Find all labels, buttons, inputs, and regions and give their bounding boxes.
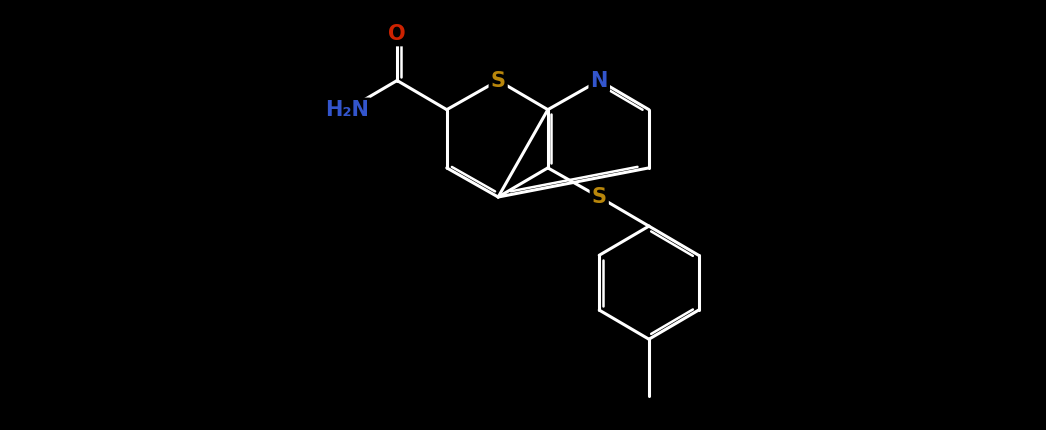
Text: N: N bbox=[591, 71, 608, 91]
Text: S: S bbox=[592, 187, 607, 207]
Text: S: S bbox=[491, 71, 505, 91]
Text: H₂N: H₂N bbox=[325, 100, 369, 120]
Text: O: O bbox=[388, 24, 406, 44]
